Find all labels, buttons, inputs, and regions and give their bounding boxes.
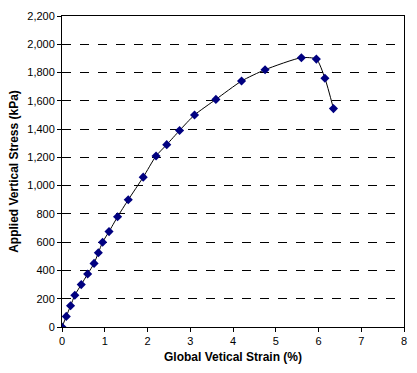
svg-text:0: 0: [49, 321, 55, 333]
svg-text:0: 0: [59, 335, 65, 347]
svg-text:6: 6: [315, 335, 321, 347]
svg-text:1,400: 1,400: [27, 123, 55, 135]
svg-text:Global Vetical Strain (%): Global Vetical Strain (%): [164, 350, 302, 364]
svg-text:400: 400: [36, 264, 54, 276]
svg-text:4: 4: [230, 335, 236, 347]
svg-text:2,200: 2,200: [27, 10, 55, 22]
svg-text:5: 5: [273, 335, 279, 347]
svg-text:7: 7: [358, 335, 364, 347]
svg-text:800: 800: [36, 208, 54, 220]
svg-text:1,200: 1,200: [27, 151, 55, 163]
svg-text:1,600: 1,600: [27, 95, 55, 107]
svg-text:8: 8: [401, 335, 407, 347]
svg-text:1: 1: [102, 335, 108, 347]
svg-text:200: 200: [36, 293, 54, 305]
svg-text:600: 600: [36, 236, 54, 248]
svg-text:2: 2: [144, 335, 150, 347]
svg-text:2,000: 2,000: [27, 38, 55, 50]
svg-text:Applied Vertical Stress (kPa): Applied Vertical Stress (kPa): [7, 90, 21, 253]
svg-text:1,000: 1,000: [27, 179, 55, 191]
svg-text:3: 3: [187, 335, 193, 347]
svg-text:1,800: 1,800: [27, 66, 55, 78]
